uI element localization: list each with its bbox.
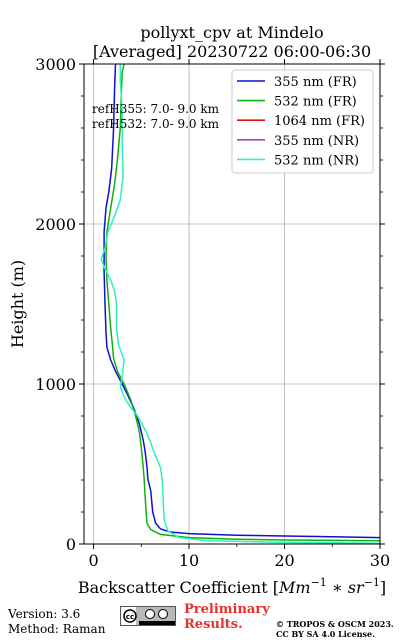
y-tick-label: 0 [66, 535, 76, 554]
x-axis-label: Backscatter Coefficient [Mm−1 ∗ sr−1] [78, 576, 386, 597]
ref-height-532: refH532: 7.0- 9.0 km [92, 117, 220, 131]
ref-height-355: refH355: 7.0- 9.0 km [92, 102, 220, 116]
legend-label: 355 nm (NR) [274, 134, 359, 149]
series-line [100, 64, 381, 544]
axis-ticks [79, 59, 385, 549]
chart-title-line2: [Averaged] 20230722 06:00-06:30 [92, 42, 372, 61]
tick-labels: 0 10 20 30 0 1000 2000 3000 [35, 55, 390, 570]
y-tick-label: 1000 [35, 375, 76, 394]
series-lines [100, 63, 381, 544]
x-tick-label: 30 [370, 551, 390, 570]
x-tick-label: 10 [179, 551, 199, 570]
cc-by-sa-icon: cc [121, 607, 175, 625]
preliminary-label: Preliminary Results. [184, 602, 270, 632]
svg-text:cc: cc [126, 613, 134, 621]
legend-label: 355 nm (FR) [274, 75, 357, 90]
legend-box [231, 69, 374, 174]
y-tick-label: 3000 [35, 55, 76, 74]
y-tick-label: 2000 [35, 215, 76, 234]
legend-label: 532 nm (FR) [274, 95, 357, 110]
x-tick-label: 0 [88, 551, 98, 570]
copyright-text: © TROPOS & OSCM 2023. CC BY SA 4.0 Licen… [276, 619, 394, 639]
method-text: Method: Raman [8, 622, 106, 636]
plot-frame [83, 63, 381, 545]
legend-label: 1064 nm (FR) [274, 114, 365, 129]
version-text: Version: 3.6 [8, 607, 81, 621]
chart-title-line1: pollyxt_cpv at Mindelo [140, 23, 324, 42]
cc-license-badge: cc [120, 606, 176, 626]
series-line [105, 63, 381, 542]
x-tick-label: 20 [274, 551, 294, 570]
legend: 355 nm (FR) 532 nm (FR) 1064 nm (FR) 355 nm… [231, 69, 374, 174]
y-axis-label: Height (m) [8, 260, 27, 348]
legend-label: 532 nm (NR) [274, 153, 359, 168]
